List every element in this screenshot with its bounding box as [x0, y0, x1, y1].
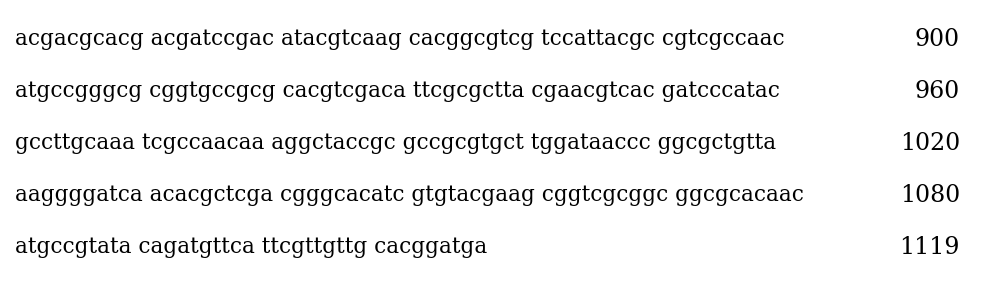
Text: 960: 960: [915, 80, 960, 103]
Text: acgacgcacg acgatccgac atacgtcaag cacggcgtcg tccattacgc cgtcgccaac: acgacgcacg acgatccgac atacgtcaag cacggcg…: [15, 28, 785, 50]
Text: atgccgggcg cggtgccgcg cacgtcgaca ttcgcgctta cgaacgtcac gatcccatac: atgccgggcg cggtgccgcg cacgtcgaca ttcgcgc…: [15, 80, 780, 102]
Text: gccttgcaaa tcgccaacaa aggctaccgc gccgcgtgct tggataaccc ggcgctgtta: gccttgcaaa tcgccaacaa aggctaccgc gccgcgt…: [15, 132, 776, 154]
Text: aaggggatca acacgctcga cgggcacatc gtgtacgaag cggtcgcggc ggcgcacaac: aaggggatca acacgctcga cgggcacatc gtgtacg…: [15, 184, 804, 206]
Text: 1119: 1119: [900, 236, 960, 259]
Text: atgccgtata cagatgttca ttcgttgttg cacggatga: atgccgtata cagatgttca ttcgttgttg cacggat…: [15, 236, 487, 258]
Text: 1080: 1080: [900, 184, 960, 207]
Text: 900: 900: [915, 28, 960, 51]
Text: 1020: 1020: [900, 132, 960, 155]
